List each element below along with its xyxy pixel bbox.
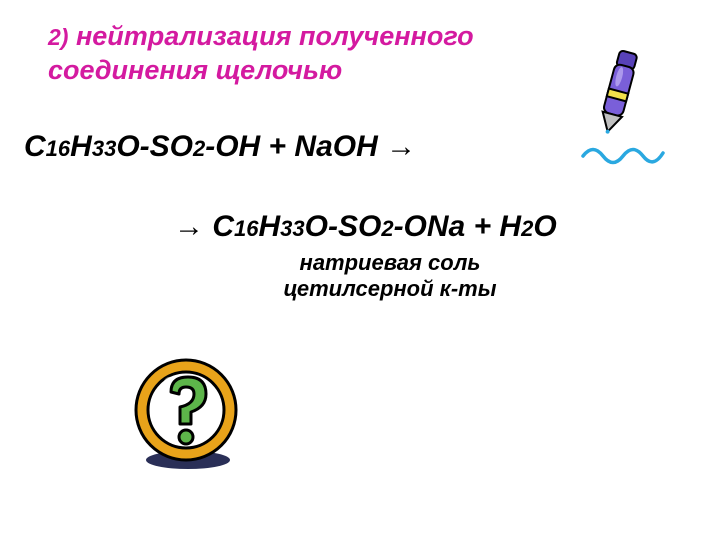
- eq2-ona-h: -ONa + H: [394, 210, 522, 243]
- equation-reactants: С16Н33О-SO2-OH + NaOH →: [24, 130, 416, 164]
- pen-icon: [568, 48, 668, 178]
- eq1-sub16: 16: [46, 136, 70, 161]
- step-title: 2) нейтрализация полученного соединения …: [48, 20, 474, 88]
- eq1-oso: О-SO: [116, 130, 193, 163]
- title-number: 2): [48, 24, 68, 50]
- eq1-h: Н: [70, 130, 92, 163]
- eq2-sub2: 2: [381, 216, 393, 241]
- question-mark-icon: [126, 352, 246, 472]
- eq1-sub2: 2: [193, 136, 205, 161]
- eq2-arrow-c: → С: [174, 210, 234, 243]
- eq2-sub33: 33: [280, 216, 304, 241]
- title-line2: соединения щелочью: [48, 55, 342, 85]
- product-label-l2: цетилсерной к-ты: [283, 276, 496, 301]
- eq1-c: С: [24, 130, 46, 163]
- eq2-sub2b: 2: [521, 216, 533, 241]
- eq2-o: O: [533, 210, 556, 243]
- title-line1: нейтрализация полученного: [76, 21, 474, 51]
- product-label: натриевая соль цетилсерной к-ты: [260, 250, 520, 303]
- eq2-h: Н: [258, 210, 280, 243]
- eq1-sub33: 33: [92, 136, 116, 161]
- equation-products: → С16Н33О-SO2-ONa + H2O: [174, 210, 557, 244]
- product-label-l1: натриевая соль: [300, 250, 481, 275]
- eq2-oso: О-SO: [305, 210, 382, 243]
- eq1-tail: -OH + NaOH →: [205, 130, 416, 163]
- eq2-sub16: 16: [234, 216, 258, 241]
